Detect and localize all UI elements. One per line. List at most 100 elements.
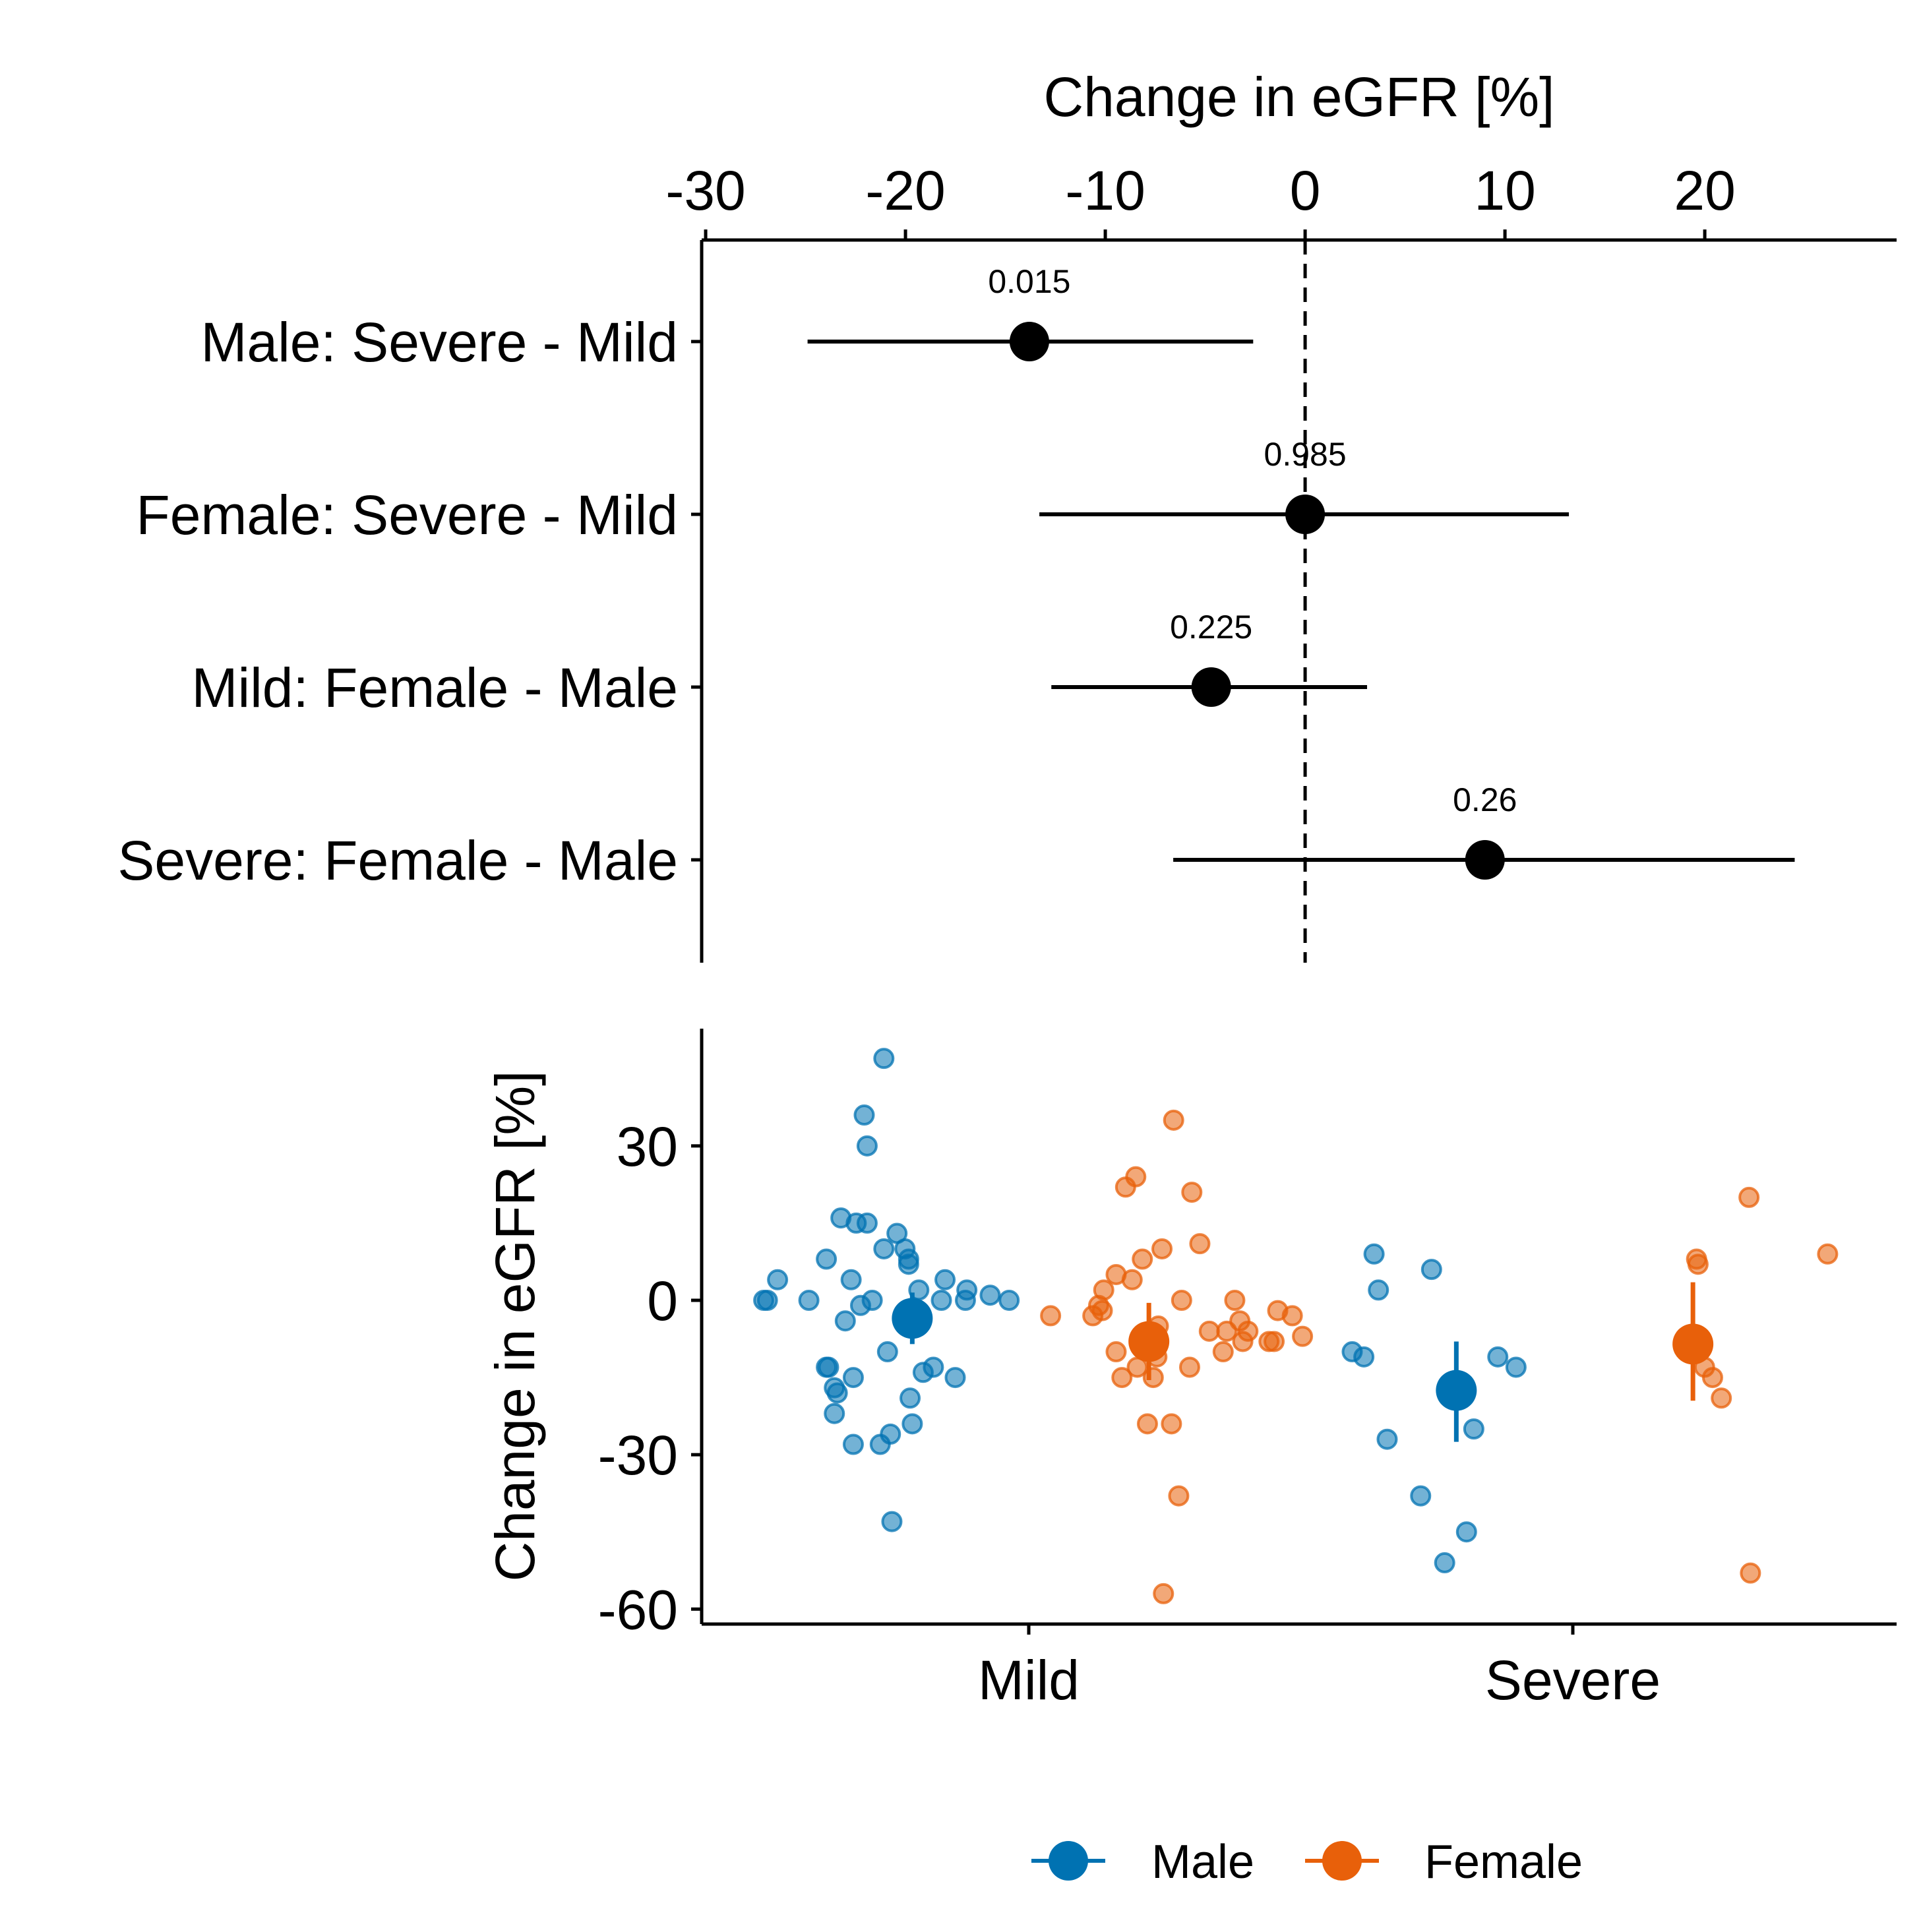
data-point-male bbox=[880, 1423, 901, 1445]
data-point-male bbox=[816, 1248, 838, 1270]
data-point-male bbox=[842, 1434, 864, 1455]
data-point-female bbox=[1711, 1387, 1732, 1409]
data-point-female bbox=[1040, 1305, 1062, 1327]
p-value-label: 0.985 bbox=[1264, 436, 1347, 473]
scatter-y-tick-label: 30 bbox=[617, 1116, 678, 1178]
data-point-male bbox=[944, 1367, 966, 1389]
data-point-male bbox=[798, 1290, 820, 1311]
legend-key-marker-male bbox=[1049, 1841, 1088, 1881]
data-point-male bbox=[834, 1310, 856, 1332]
data-point-male bbox=[826, 1382, 848, 1404]
data-point-female bbox=[1136, 1413, 1158, 1435]
data-point-male bbox=[840, 1269, 862, 1290]
data-point-female bbox=[1224, 1290, 1246, 1311]
data-point-male bbox=[898, 1248, 919, 1270]
forest-x-tick-label: -10 bbox=[1065, 160, 1145, 222]
data-point-female bbox=[1121, 1269, 1143, 1290]
forest-x-tick-label: 10 bbox=[1474, 160, 1535, 222]
scatter-plot-panel: -60 -30 0 30 Mild Severe Change in eGFR [%] bbox=[484, 1029, 1897, 1711]
scatter-x-tick-label: Severe bbox=[1485, 1649, 1661, 1711]
data-point-female bbox=[1189, 1233, 1211, 1255]
forest-row-label: Female: Severe - Mild bbox=[136, 484, 678, 546]
data-point-male bbox=[1505, 1356, 1527, 1378]
data-point-female bbox=[1212, 1341, 1234, 1363]
data-point-male bbox=[900, 1387, 921, 1409]
data-point-female bbox=[1817, 1243, 1839, 1265]
data-point-male bbox=[901, 1413, 923, 1435]
data-point-male bbox=[873, 1048, 895, 1070]
data-point-female bbox=[1125, 1166, 1147, 1188]
data-point-female bbox=[1105, 1341, 1127, 1363]
point-estimate bbox=[1285, 495, 1326, 534]
data-point-female bbox=[1281, 1305, 1303, 1327]
data-point-female bbox=[1093, 1279, 1114, 1301]
data-point-male bbox=[1487, 1346, 1509, 1368]
scatter-y-tick-label: -60 bbox=[598, 1579, 678, 1641]
data-point-male bbox=[934, 1269, 956, 1290]
data-point-female bbox=[1292, 1325, 1314, 1347]
data-point-male bbox=[873, 1238, 895, 1259]
data-point-male bbox=[1455, 1521, 1477, 1543]
data-point-male bbox=[856, 1135, 878, 1157]
data-point-male bbox=[1463, 1418, 1484, 1440]
point-estimate bbox=[1465, 840, 1505, 880]
forest-x-tick-label: -30 bbox=[665, 160, 745, 222]
data-point-male bbox=[767, 1269, 789, 1290]
forest-row-label: Severe: Female - Male bbox=[117, 830, 678, 891]
summary-mean-female bbox=[1128, 1321, 1170, 1362]
data-point-male bbox=[856, 1212, 878, 1234]
data-point-male bbox=[756, 1290, 778, 1311]
data-point-female bbox=[1161, 1413, 1182, 1435]
data-point-male bbox=[1368, 1279, 1389, 1301]
data-point-male bbox=[1353, 1346, 1375, 1368]
data-point-female bbox=[1264, 1331, 1285, 1352]
data-point-female bbox=[1091, 1300, 1113, 1321]
point-estimate bbox=[1191, 667, 1231, 707]
summary-mean-male bbox=[1436, 1370, 1477, 1411]
forest-row-label: Male: Severe - Mild bbox=[200, 311, 678, 373]
legend-label-female: Female bbox=[1424, 1836, 1583, 1888]
data-point-male bbox=[1376, 1428, 1398, 1450]
point-estimate bbox=[1009, 322, 1049, 361]
data-point-female bbox=[1687, 1253, 1709, 1275]
data-point-male bbox=[979, 1284, 1001, 1306]
scatter-y-axis-title: Change in eGFR [%] bbox=[484, 1071, 546, 1582]
legend-label-male: Male bbox=[1151, 1836, 1254, 1888]
scatter-y-tick-label: -30 bbox=[598, 1424, 678, 1486]
data-point-female bbox=[1178, 1356, 1200, 1378]
data-point-female bbox=[1153, 1583, 1174, 1604]
data-point-male bbox=[930, 1290, 952, 1311]
data-point-male bbox=[998, 1290, 1020, 1311]
data-point-female bbox=[1181, 1182, 1203, 1203]
scatter-x-tick-label: Mild bbox=[978, 1649, 1080, 1711]
forest-x-axis-title: Change in eGFR [%] bbox=[1043, 66, 1554, 128]
data-point-female bbox=[1111, 1367, 1133, 1389]
legend: Male Female bbox=[1031, 1836, 1583, 1888]
forest-x-tick-label: 20 bbox=[1674, 160, 1735, 222]
data-point-male bbox=[824, 1403, 845, 1424]
data-point-male bbox=[881, 1511, 903, 1532]
data-point-male bbox=[1434, 1552, 1455, 1574]
data-point-female bbox=[1163, 1109, 1184, 1131]
data-point-male bbox=[1363, 1243, 1385, 1265]
p-value-label: 0.015 bbox=[988, 263, 1070, 300]
data-point-female bbox=[1701, 1367, 1723, 1389]
data-point-male bbox=[956, 1279, 978, 1301]
summary-mean-male bbox=[892, 1298, 933, 1339]
data-point-male bbox=[842, 1367, 864, 1389]
data-point-male bbox=[818, 1356, 839, 1378]
data-point-female bbox=[1171, 1290, 1192, 1311]
data-point-female bbox=[1740, 1562, 1761, 1584]
data-point-male bbox=[923, 1356, 944, 1378]
data-point-female bbox=[1237, 1320, 1259, 1342]
legend-key-marker-female bbox=[1322, 1841, 1362, 1881]
data-point-male bbox=[853, 1104, 875, 1126]
scatter-y-tick-label: 0 bbox=[647, 1270, 678, 1332]
data-point-female bbox=[1168, 1485, 1190, 1507]
data-point-female bbox=[1198, 1320, 1220, 1342]
forest-plot-panel: -30 -20 -10 0 10 20 Change in eGFR [%] Male: Se… bbox=[117, 66, 1897, 963]
forest-x-tick-label: 0 bbox=[1290, 160, 1321, 222]
summary-mean-female bbox=[1672, 1323, 1714, 1365]
data-point-male bbox=[1410, 1485, 1432, 1507]
